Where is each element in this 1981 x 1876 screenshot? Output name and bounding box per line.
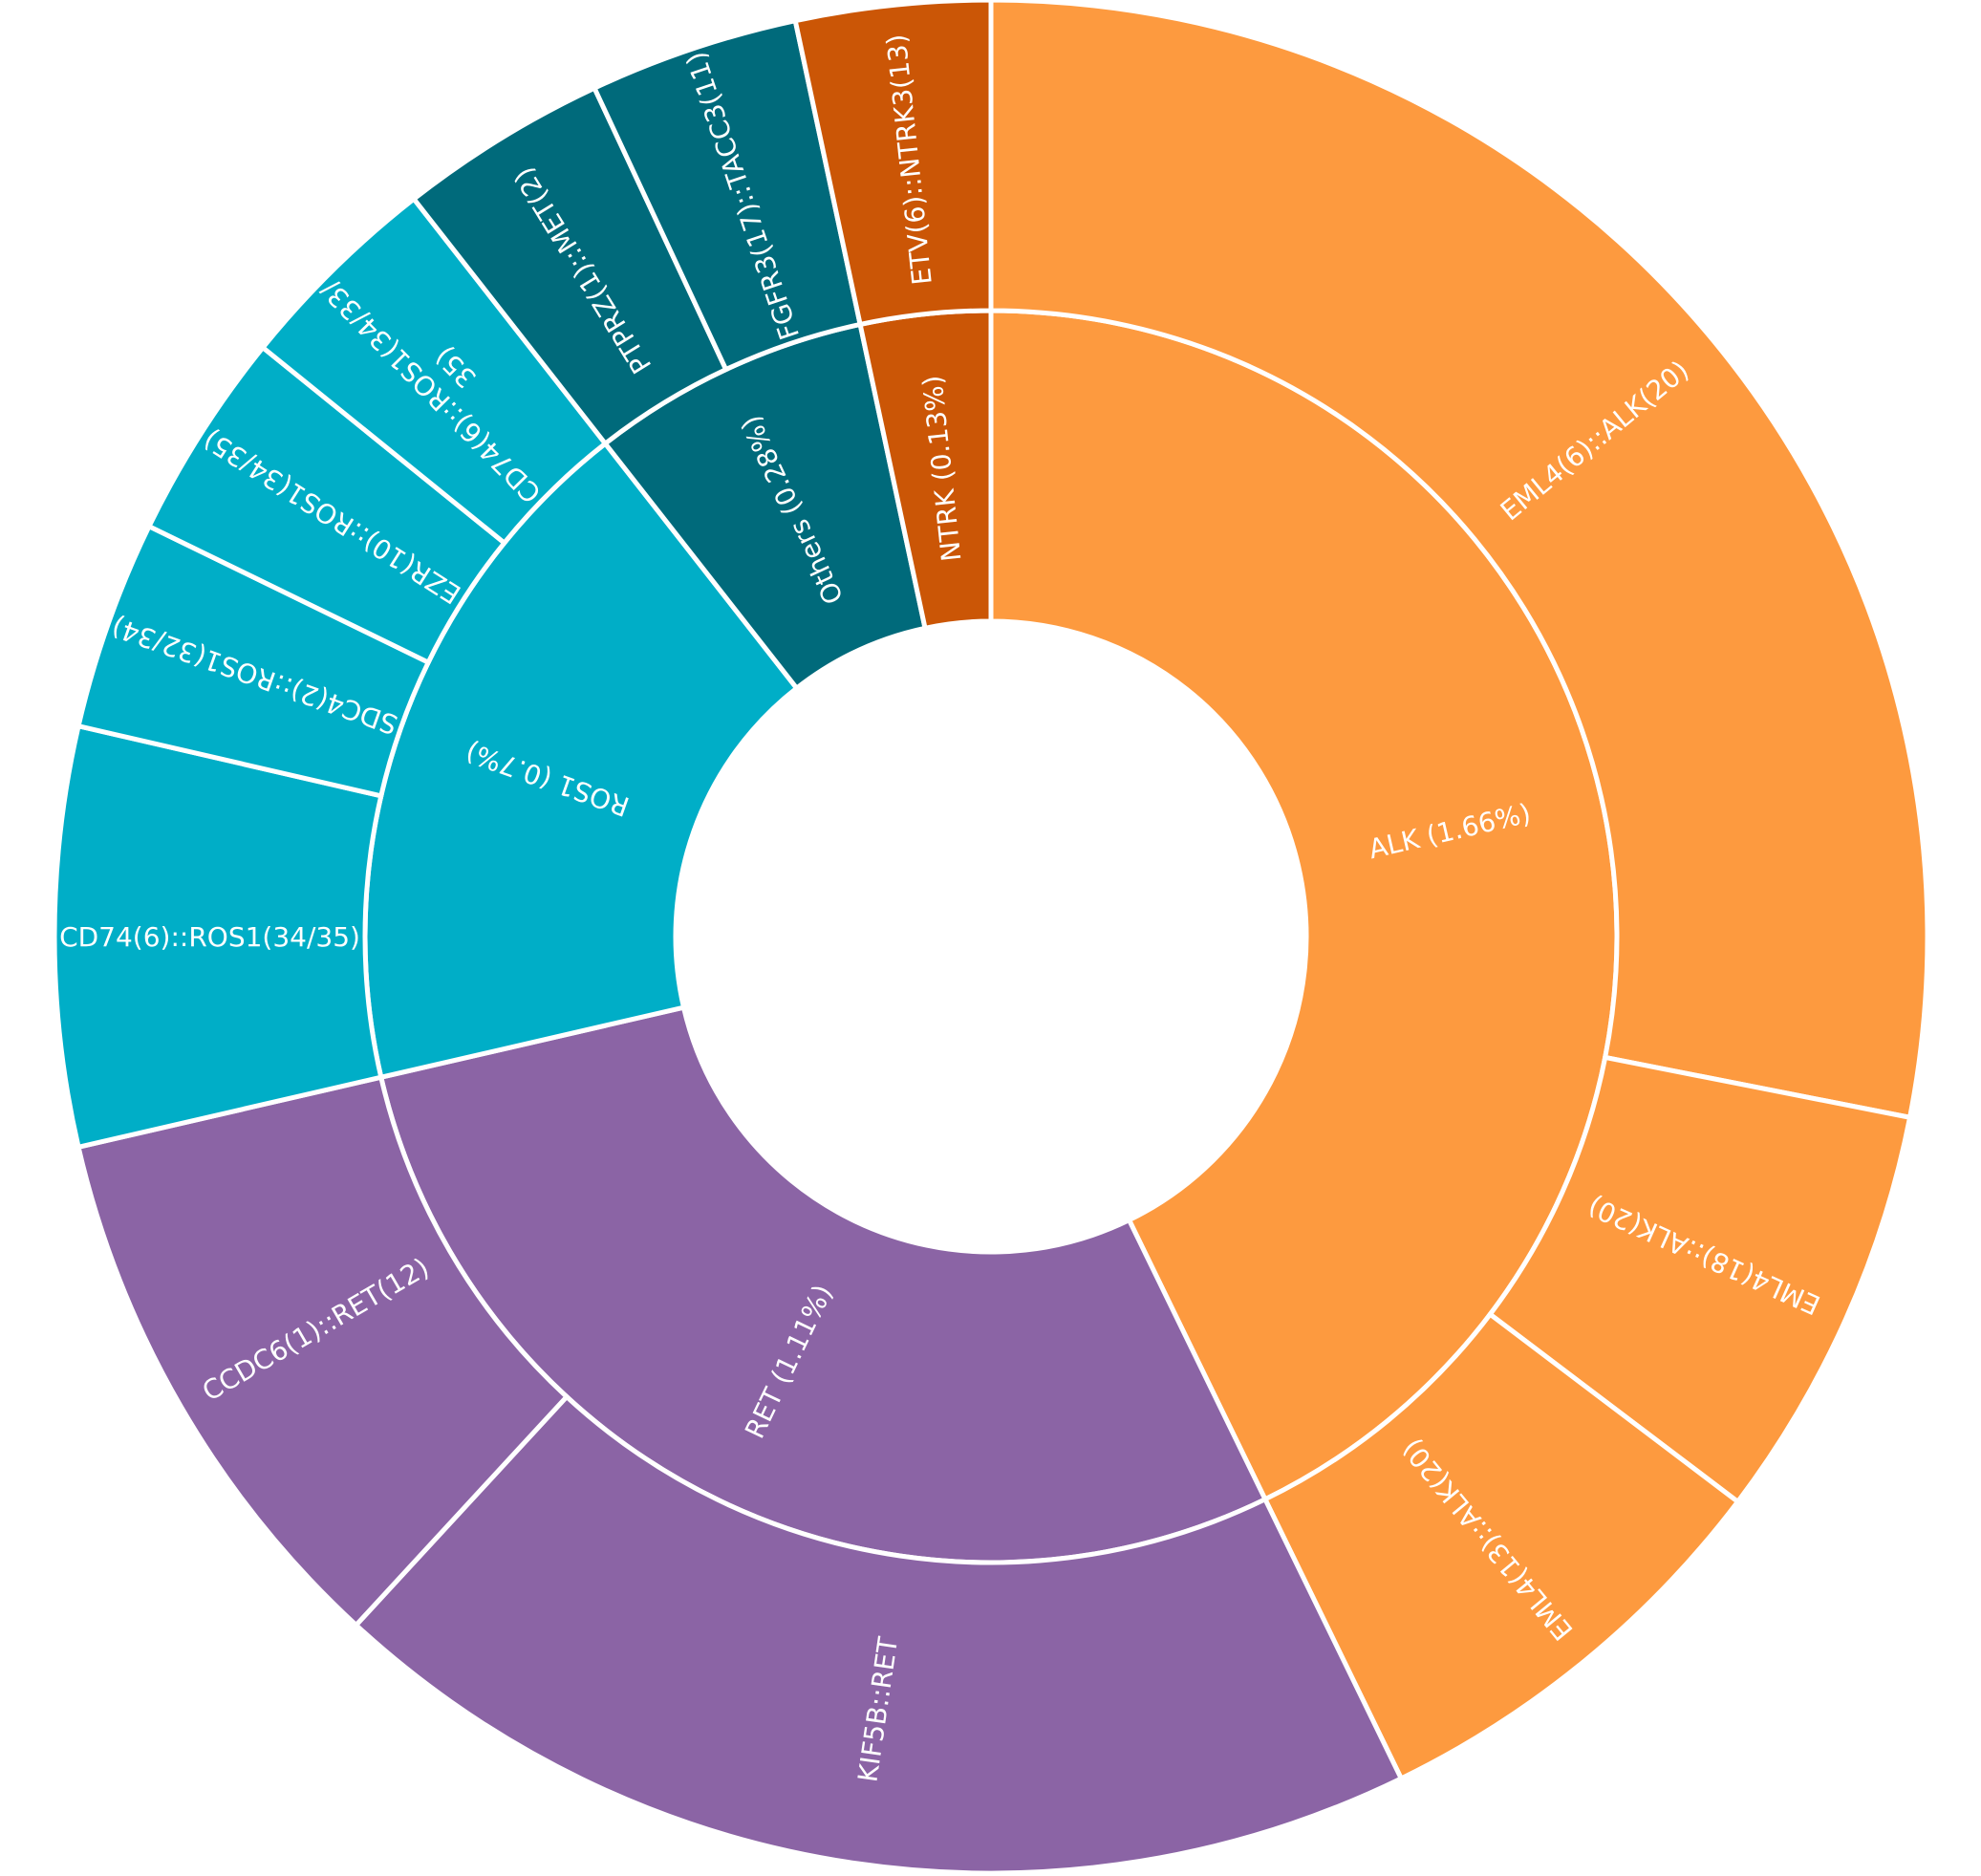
outer-ring bbox=[52, 0, 1930, 1876]
outer-segment-eml4-6-alk-20[interactable] bbox=[988, 0, 1930, 1121]
outer-label-cd74-6-ros1-34-35: CD74(6)::ROS1(34/35) bbox=[59, 921, 360, 953]
outer-segment-etv-6-ntrk3-13[interactable] bbox=[792, 0, 994, 328]
inner-ring bbox=[362, 308, 1620, 1565]
outer-segment-kif5b-ret[interactable] bbox=[353, 1392, 1405, 1876]
